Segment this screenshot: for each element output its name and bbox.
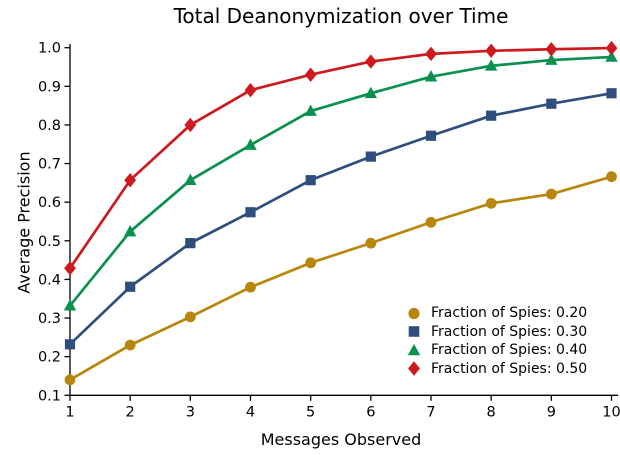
legend-item-label: Fraction of Spies: 0.40	[431, 342, 588, 358]
x-tick-label: 1	[65, 404, 74, 420]
y-tick-label: 0.2	[38, 350, 61, 366]
diamond-marker	[425, 46, 437, 62]
circle-marker	[485, 197, 497, 209]
series-line-1	[68, 91, 613, 346]
square-icon	[408, 326, 420, 338]
x-tick-label: 4	[246, 404, 255, 420]
x-tick-label: 7	[426, 404, 435, 420]
y-tick-label: 1.0	[38, 41, 61, 57]
legend-marker-icon	[408, 326, 420, 338]
diamond-marker	[304, 67, 317, 82]
circle-marker	[545, 188, 557, 200]
square-marker	[245, 207, 256, 218]
y-tick-label: 0.3	[38, 311, 61, 327]
legend: Fraction of Spies: 0.20 Fraction of Spies…	[404, 304, 587, 378]
square-marker	[185, 238, 196, 249]
circle-marker	[305, 257, 317, 269]
circle-marker	[606, 171, 617, 183]
legend-item: Fraction of Spies: 0.50	[404, 360, 587, 379]
legend-marker-icon	[408, 361, 420, 376]
x-tick-label: 10	[602, 404, 620, 420]
triangle-marker	[123, 224, 137, 237]
x-tick-label: 3	[186, 404, 195, 420]
diamond-marker	[605, 40, 618, 56]
square-marker	[606, 88, 617, 99]
x-tick-label: 9	[547, 404, 556, 420]
triangle-marker	[304, 104, 317, 116]
square-marker	[365, 151, 376, 162]
x-tick-label: 8	[487, 404, 496, 420]
diamond-icon	[408, 361, 420, 376]
square-marker	[64, 339, 76, 350]
chart-title: Total Deanonymization over Time	[173, 4, 509, 28]
y-tick-label: 0.4	[38, 272, 61, 288]
y-tick-label: 0.6	[38, 195, 61, 211]
circle-marker	[245, 281, 256, 293]
legend-item-label: Fraction of Spies: 0.20	[431, 305, 588, 321]
legend-item-label: Fraction of Spies: 0.50	[431, 360, 588, 377]
triangle-marker	[364, 86, 378, 99]
legend-item-label: Fraction of Spies: 0.30	[431, 323, 588, 340]
square-marker	[486, 110, 497, 121]
circle-marker	[64, 374, 76, 386]
y-tick-label: 0.5	[38, 234, 61, 250]
triangle-icon	[407, 343, 421, 356]
y-tick-label: 0.8	[38, 118, 61, 134]
triangle-marker	[184, 173, 197, 185]
triangle-marker	[244, 138, 257, 150]
square-marker	[425, 130, 437, 141]
triangle-marker	[484, 59, 498, 71]
square-marker	[125, 281, 136, 292]
x-tick-label: 2	[126, 404, 135, 420]
legend-item: Fraction of Spies: 0.40	[404, 341, 587, 360]
circle-marker	[124, 339, 136, 351]
legend-item: Fraction of Spies: 0.30	[404, 323, 587, 342]
triangle-marker	[545, 53, 558, 65]
y-axis-label: Average Precision	[14, 151, 34, 294]
diamond-marker	[364, 54, 377, 69]
x-axis-label: Messages Observed	[260, 430, 422, 449]
diamond-marker	[485, 43, 498, 58]
diamond-marker	[184, 117, 197, 133]
triangle-marker	[605, 50, 618, 62]
square-marker	[546, 98, 557, 109]
series-line-2	[68, 55, 613, 308]
legend-marker-icon	[407, 343, 421, 356]
triangle-marker	[63, 299, 77, 311]
y-tick-label: 0.9	[38, 79, 61, 95]
circle-marker	[184, 311, 196, 323]
square-marker	[305, 175, 316, 186]
x-tick-label: 5	[306, 404, 315, 420]
y-tick-label: 0.1	[38, 388, 61, 404]
y-tick-label: 0.7	[38, 157, 61, 173]
circle-marker	[365, 237, 377, 249]
circle-marker	[425, 216, 437, 228]
diamond-marker	[124, 172, 137, 188]
legend-marker-icon	[408, 307, 420, 319]
circle-icon	[408, 307, 420, 319]
series-line-3	[68, 46, 613, 270]
x-tick-label: 6	[366, 404, 375, 420]
legend-item: Fraction of Spies: 0.20	[404, 304, 587, 323]
series-line-0	[68, 175, 613, 382]
diamond-marker	[545, 42, 558, 57]
diamond-marker	[244, 82, 257, 98]
diamond-marker	[64, 261, 76, 276]
triangle-marker	[424, 70, 438, 82]
